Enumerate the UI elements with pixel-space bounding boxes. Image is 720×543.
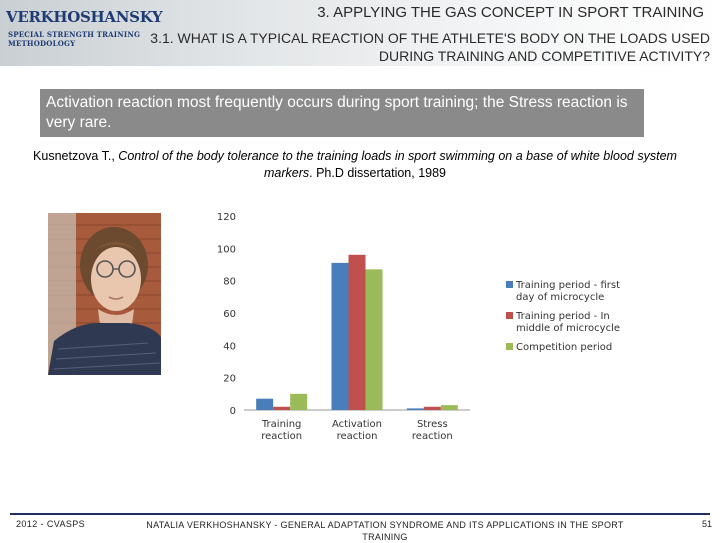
bar-2-2 [440, 405, 458, 410]
logo-line-3: METHODOLOGY [8, 39, 76, 48]
category-label-2-1: reaction [412, 431, 453, 442]
slide-title: 3. APPLYING THE GAS CONCEPT IN SPORT TRA… [317, 4, 704, 21]
category-label-0-0: Training [261, 419, 301, 430]
portrait-image [48, 213, 161, 375]
y-tick-label-3: 60 [223, 309, 236, 320]
bar-2-0 [406, 408, 424, 410]
legend-label-0-1: day of microcycle [516, 292, 604, 303]
bar-1-2 [365, 269, 383, 410]
bar-2-1 [423, 406, 441, 410]
logo-line-1: VERKHOSHANSKY [6, 8, 163, 26]
bar-0-1 [273, 406, 291, 410]
logo: VERKHOSHANSKY SPECIAL STRENGTH TRAINING … [4, 6, 163, 58]
y-tick-label-6: 120 [217, 212, 236, 223]
category-label-1-0: Activation [332, 419, 382, 430]
citation-author: Kusnetzova T., [33, 149, 119, 163]
reaction-frequency-chart: 0 20 40 60 80 100 120 Training reaction Activatio… [200, 200, 680, 450]
citation-details: . Ph.D dissertation, 1989 [309, 166, 447, 180]
bar-1-0 [331, 262, 349, 410]
key-statement-box: Activation reaction most frequently occu… [40, 89, 644, 137]
footer-divider [10, 513, 710, 515]
category-label-0-1: reaction [261, 431, 302, 442]
page-number: 51 [701, 519, 712, 529]
author-portrait-photo [48, 213, 161, 375]
y-tick-label-0: 0 [230, 406, 236, 417]
legend-swatch-1 [506, 312, 513, 319]
y-tick-label-1: 20 [223, 374, 236, 385]
slide-subtitle: 3.1. WHAT IS A TYPICAL REACTION OF THE A… [150, 30, 710, 64]
y-tick-label-2: 40 [223, 341, 236, 352]
bar-0-2 [290, 393, 308, 410]
legend-label-1-0: Training period - In [515, 311, 610, 322]
category-label-1-1: reaction [337, 431, 378, 442]
bar-1-1 [348, 254, 366, 410]
y-tick-label-5: 100 [217, 244, 236, 255]
category-label-2-0: Stress [417, 419, 448, 430]
y-tick-label-4: 80 [223, 277, 236, 288]
bar-0-0 [256, 398, 274, 410]
legend-label-2-0: Competition period [516, 342, 612, 353]
legend-swatch-0 [506, 281, 513, 288]
legend-label-0-0: Training period - first [515, 280, 620, 291]
legend-swatch-2 [506, 343, 513, 350]
legend-label-1-1: middle of microcycle [516, 323, 620, 334]
citation-title: Control of the body tolerance to the tra… [118, 149, 677, 180]
chart-svg: 020406080100120TrainingreactionActivatio… [217, 212, 620, 442]
footer-center: NATALIA VERKHOSHANSKY - GENERAL ADAPTATI… [146, 520, 624, 542]
citation: Kusnetzova T., Control of the body toler… [30, 148, 680, 182]
logo-line-2: SPECIAL STRENGTH TRAINING [8, 30, 141, 39]
header-band: VERKHOSHANSKY SPECIAL STRENGTH TRAINING … [0, 0, 720, 66]
footer-left: 2012 - CVASPS [16, 519, 86, 529]
